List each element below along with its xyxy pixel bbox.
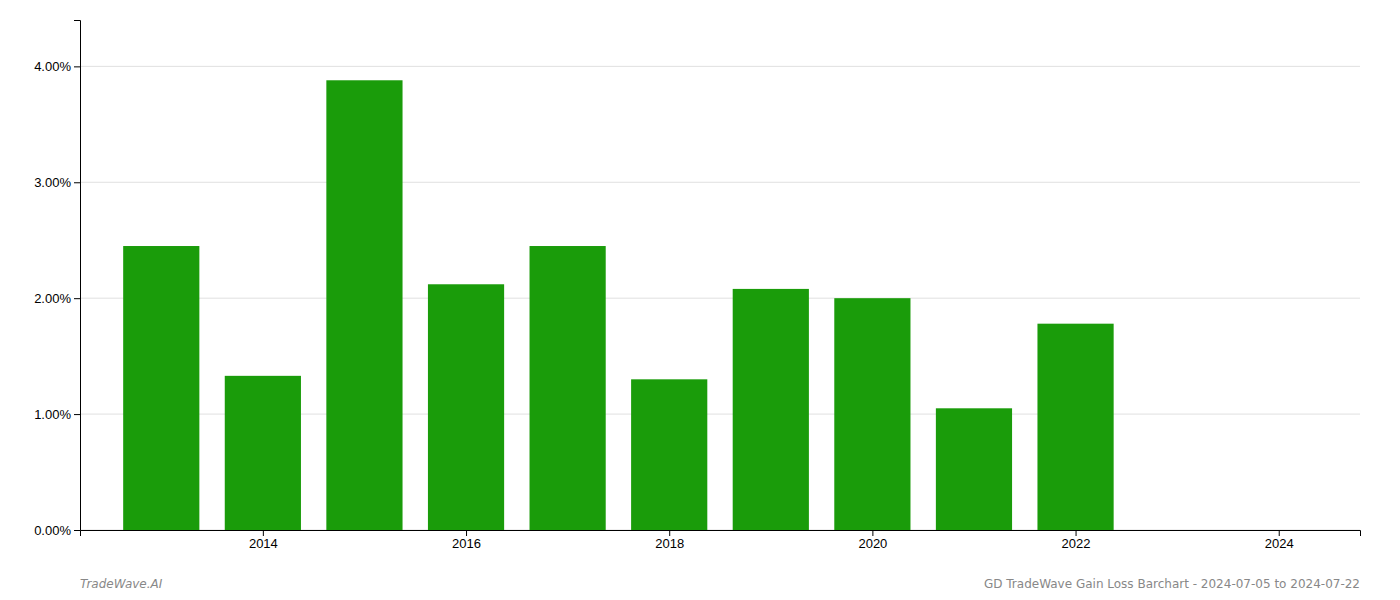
bar: [123, 246, 199, 530]
x-tick-mark: [669, 530, 670, 536]
grid-line: [80, 66, 1360, 67]
x-tick: 2020: [858, 530, 887, 551]
y-tick-label: 3.00%: [34, 175, 71, 190]
chart-container: 2014 2016 2018 2020 2022 2024 0.00% 1.00% 2.00% 3…: [0, 0, 1400, 600]
x-tick-label: 2022: [1062, 536, 1091, 551]
x-tick-label: 2014: [249, 536, 278, 551]
bar: [936, 408, 1012, 530]
y-tick-label: 1.00%: [34, 407, 71, 422]
x-axis-line: [81, 531, 1361, 537]
x-tick: 2016: [452, 530, 481, 551]
footer-right: GD TradeWave Gain Loss Barchart - 2024-0…: [984, 577, 1360, 591]
footer: TradeWave.AI GD TradeWave Gain Loss Barch…: [80, 577, 1360, 591]
x-tick: 2018: [655, 530, 684, 551]
x-tick-mark: [466, 530, 467, 536]
x-tick-label: 2020: [858, 536, 887, 551]
bar: [428, 284, 504, 530]
footer-left: TradeWave.AI: [80, 577, 163, 591]
y-tick: 4.00%: [34, 59, 80, 74]
chart-svg: 2014 2016 2018 2020 2022 2024 0.00% 1.00% 2.00% 3…: [0, 0, 1400, 600]
bar: [326, 80, 402, 530]
y-axis: 0.00% 1.00% 2.00% 3.00% 4.00%: [34, 21, 80, 538]
bar: [225, 376, 301, 530]
bar: [733, 289, 809, 530]
grid-line: [80, 182, 1360, 183]
x-tick-mark: [872, 530, 873, 536]
y-tick-mark: [74, 414, 80, 415]
y-tick-label: 2.00%: [34, 291, 71, 306]
y-tick: 1.00%: [34, 407, 80, 422]
grid: [80, 66, 1360, 530]
x-tick: 2014: [249, 530, 278, 551]
y-tick-label: 4.00%: [34, 59, 71, 74]
y-tick: 3.00%: [34, 175, 80, 190]
x-tick-mark: [263, 530, 264, 536]
x-axis: 2014 2016 2018 2020 2022 2024: [81, 530, 1361, 551]
bar: [834, 298, 910, 530]
bar: [631, 379, 707, 530]
grid-line: [80, 298, 1360, 299]
y-tick-label: 0.00%: [34, 523, 71, 538]
x-tick-label: 2024: [1265, 536, 1294, 551]
y-tick-mark: [74, 66, 80, 67]
y-tick-mark: [74, 182, 80, 183]
x-tick-label: 2018: [655, 536, 684, 551]
x-tick-mark: [1076, 530, 1077, 536]
x-tick: 2024: [1265, 530, 1294, 551]
x-tick: 2022: [1062, 530, 1091, 551]
x-tick-mark: [1279, 530, 1280, 536]
bar: [1037, 324, 1113, 530]
y-tick: 0.00%: [34, 523, 80, 538]
y-tick: 2.00%: [34, 291, 80, 306]
bar: [530, 246, 606, 530]
x-tick-label: 2016: [452, 536, 481, 551]
y-tick-mark: [74, 530, 80, 531]
bars: [123, 80, 1113, 530]
y-tick-mark: [74, 298, 80, 299]
y-axis-line: [74, 21, 81, 531]
